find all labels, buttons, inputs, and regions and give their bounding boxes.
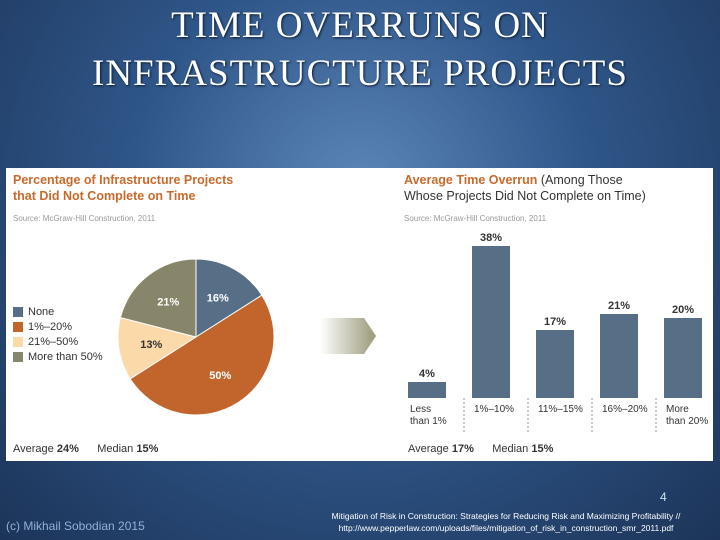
pie-slice: [195, 258, 263, 338]
pie-slice-label: 21%: [157, 296, 179, 308]
bar-source: Source: McGraw-Hill Construction, 2011: [404, 214, 547, 223]
pie-slice-label: 16%: [207, 292, 229, 304]
bar: [536, 330, 574, 398]
bar-value-label: 20%: [672, 304, 694, 316]
bar: [408, 382, 446, 398]
legend-label: 21%–50%: [28, 335, 79, 348]
bar-value-label: 21%: [608, 300, 630, 312]
slide-title-line-2: INFRASTRUCTURE PROJECTS: [92, 53, 628, 94]
pie-slice: [129, 294, 275, 416]
bar-value-label: 38%: [480, 232, 502, 244]
bar-category-label: 1%–10%: [474, 404, 514, 415]
pie-slice: [119, 258, 197, 338]
legend-swatch: [13, 306, 23, 317]
pie-median-value: 15%: [136, 443, 159, 455]
bar-category-label: Less: [410, 404, 431, 415]
pie-median-label: Median: [97, 443, 134, 455]
bar-title-dark-2: Whose Projects Did Not Complete on Time): [404, 189, 646, 203]
pie-average-value: 24%: [56, 443, 79, 455]
bar-stats: Average 17% Median 15%: [408, 443, 553, 455]
bar-average-value: 17%: [451, 443, 474, 455]
bar-title-orange: Average Time Overrun: [404, 173, 538, 187]
bar: [664, 318, 702, 398]
pie-slice-label: 13%: [140, 339, 162, 351]
bar-average-label: Average: [408, 443, 449, 455]
legend-item-none: None: [13, 304, 103, 319]
legend-label: More than 50%: [28, 350, 103, 363]
pie-slice: [117, 316, 198, 380]
bar-value-label: 4%: [419, 368, 435, 380]
bar-category-label: 11%–15%: [538, 404, 583, 415]
citation-line-1: Mitigation of Risk in Construction: Stra…: [331, 511, 681, 521]
bar: [600, 314, 638, 398]
bar-value-label: 17%: [544, 316, 566, 328]
bar-category-label: than 1%: [410, 416, 447, 427]
pie-slice-label: 50%: [209, 370, 231, 382]
legend-label: None: [28, 305, 55, 318]
bar-median-label: Median: [492, 443, 529, 455]
bar-category-label: More: [666, 404, 689, 415]
bar-title-dark-1: (Among Those: [540, 173, 623, 187]
pie-title-line-1: Percentage of Infrastructure Projects: [13, 173, 234, 187]
pie-stats: Average 24% Median 15%: [13, 443, 158, 455]
legend-item-21-50: 21%–50%: [13, 334, 103, 349]
page-number: 4: [660, 490, 667, 504]
chart-panel: Percentage of Infrastructure Projects th…: [6, 168, 713, 461]
pie-chart: 16% 50% 13% 21%: [117, 258, 275, 416]
legend-item-more-50: More than 50%: [13, 349, 103, 364]
pie-chart-title: Percentage of Infrastructure Projects th…: [13, 172, 233, 204]
legend-swatch: [13, 321, 23, 332]
legend-label: 1%–20%: [28, 320, 73, 333]
bar-chart-title: Average Time Overrun (Among Those Whose …: [404, 172, 646, 204]
legend-swatch: [13, 351, 23, 362]
citation-line-2: http://www.pepperlaw.com/uploads/files/m…: [338, 523, 674, 533]
citation: Mitigation of Risk in Construction: Stra…: [300, 510, 712, 534]
arrow-icon: [320, 318, 376, 354]
bar-category-label: than 20%: [666, 416, 708, 427]
pie-title-line-2: that Did Not Complete on Time: [13, 189, 196, 203]
pie-source: Source: McGraw-Hill Construction, 2011: [13, 214, 156, 223]
slide-title: TIME OVERRUNS ON INFRASTRUCTURE PROJECTS: [0, 2, 720, 98]
bar-median-value: 15%: [531, 443, 554, 455]
pie-legend: None 1%–20% 21%–50% More than 50%: [13, 304, 103, 364]
author-credit: (c) Mikhail Sobodian 2015: [6, 519, 145, 533]
slide-title-line-1: TIME OVERRUNS ON: [171, 5, 549, 46]
bar: [472, 246, 510, 398]
legend-swatch: [13, 336, 23, 347]
bar-category-label: 16%–20%: [602, 404, 648, 415]
pie-average-label: Average: [13, 443, 54, 455]
legend-item-1-20: 1%–20%: [13, 319, 103, 334]
